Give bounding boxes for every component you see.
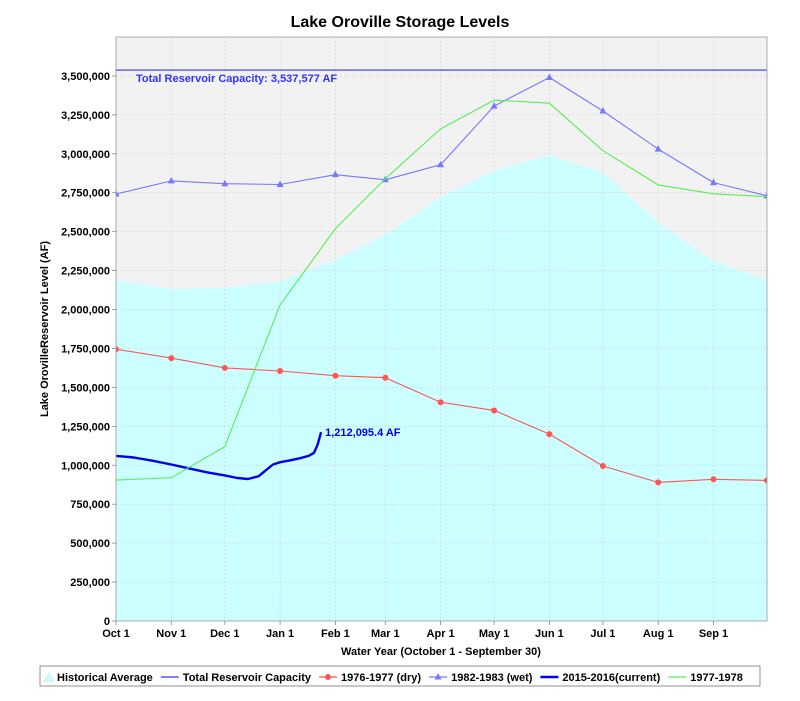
y-tick-label: 750,000 [70, 499, 110, 511]
legend: Historical Average Total Reservoir Capaci… [39, 665, 761, 687]
x-tick-label: Mar 1 [371, 628, 400, 640]
series-1976-1977-dry-point [655, 479, 662, 486]
legend-label-1977-1978: 1977-1978 [690, 672, 743, 684]
series-1976-1977-dry-point [710, 476, 717, 483]
y-tick-label: 500,000 [70, 538, 110, 550]
series-1976-1977-dry-point [332, 372, 339, 379]
y-tick-label: 3,500,000 [61, 71, 110, 83]
series-1982-1983-wet-point [654, 145, 662, 152]
y-tick-label: 1,250,000 [61, 421, 110, 433]
x-tick-label: Dec 1 [210, 628, 239, 640]
x-tick-label: Nov 1 [156, 628, 186, 640]
series-1982-1983-wet-point [599, 106, 607, 114]
x-tick-label: Feb 1 [321, 628, 350, 640]
plot-area: Total Reservoir Capacity: 3,537,577 AF 1,… [61, 36, 768, 640]
x-tick-label: May 1 [479, 628, 510, 640]
y-tick-label: 3,250,000 [61, 110, 110, 122]
series-1982-1983-wet-point [331, 170, 339, 178]
x-tick-label: Apr 1 [427, 628, 455, 640]
series-1976-1977-dry-point [382, 374, 389, 381]
y-tick-label: 1,000,000 [61, 460, 110, 472]
legend-label-1976-1977-dry: 1976-1977 (dry) [341, 672, 421, 684]
current-level-annotation: 1,212,095.4 AF [325, 427, 401, 439]
y-tick-label: 2,000,000 [61, 305, 110, 317]
series-1982-1983-wet-point [276, 180, 284, 187]
chart-title: Lake Oroville Storage Levels [291, 14, 510, 31]
series-1982-1983-wet-point [545, 73, 553, 80]
legend-label-2015-2016-current: 2015-2016(current) [562, 672, 660, 684]
series-1982-1983-wet-point [116, 189, 120, 197]
series-1977-1978-line [116, 99, 767, 481]
x-tick-label: Oct 1 [102, 628, 130, 640]
series-1976-1977-dry-point [764, 477, 767, 484]
x-tick-label: Aug 1 [643, 628, 674, 640]
legend-label-1982-1983-wet: 1982-1983 (wet) [451, 672, 533, 684]
capacity-label: Total Reservoir Capacity: 3,537,577 AF [136, 73, 337, 85]
y-tick-label: 3,000,000 [61, 149, 110, 161]
series-1976-1977-dry-point [116, 346, 119, 353]
plot-frame [115, 36, 768, 622]
y-tick-label: 0 [104, 616, 110, 628]
series-1982-1983-wet-point [490, 102, 498, 109]
y-axis-label: Lake OrovilleReservoir Level (AF) [39, 241, 51, 417]
series-1976-1977-dry-point [221, 364, 228, 371]
y-tick-label: 1,750,000 [61, 343, 110, 355]
x-tick-label: Jun 1 [535, 628, 564, 640]
x-tick-label: Jul 1 [590, 628, 615, 640]
x-tick-label: Jan 1 [266, 628, 294, 640]
series-1976-1977-dry-point [546, 431, 553, 438]
legend-marker-1982-1983-wet [434, 673, 442, 680]
series-1976-1977-dry-point [168, 355, 175, 362]
series-1976-1977-dry-point [599, 463, 606, 470]
y-tick-label: 2,500,000 [61, 227, 110, 239]
series-historical-average-area [116, 155, 767, 621]
series-1976-1977-dry-point [437, 399, 444, 406]
series-1982-1983-wet-point [221, 179, 229, 187]
legend-marker-1976-1977-dry [324, 674, 331, 680]
series-1976-1977-dry-point [277, 368, 284, 375]
x-axis-label: Water Year (October 1 - September 30) [341, 646, 541, 658]
series-1982-1983-wet-point [437, 160, 445, 168]
legend-frame [39, 665, 761, 687]
y-tick-label: 1,500,000 [61, 382, 110, 394]
series-1982-1983-wet-point [709, 178, 717, 186]
series-1976-1977-dry-point [491, 407, 498, 414]
series-group [116, 37, 767, 621]
x-tick-label: Sep 1 [699, 628, 728, 640]
y-tick-label: 2,250,000 [61, 266, 110, 278]
series-1982-1983-wet-point [167, 176, 175, 184]
y-tick-label: 250,000 [70, 577, 110, 589]
legend-label-historical-average: Historical Average [57, 672, 153, 684]
series-2015-2016-current-line [116, 431, 323, 481]
y-tick-label: 2,750,000 [61, 188, 110, 200]
legend-label-total-reservoir-capacity: Total Reservoir Capacity [183, 672, 312, 684]
legend-swatch-historical-average [43, 672, 55, 682]
